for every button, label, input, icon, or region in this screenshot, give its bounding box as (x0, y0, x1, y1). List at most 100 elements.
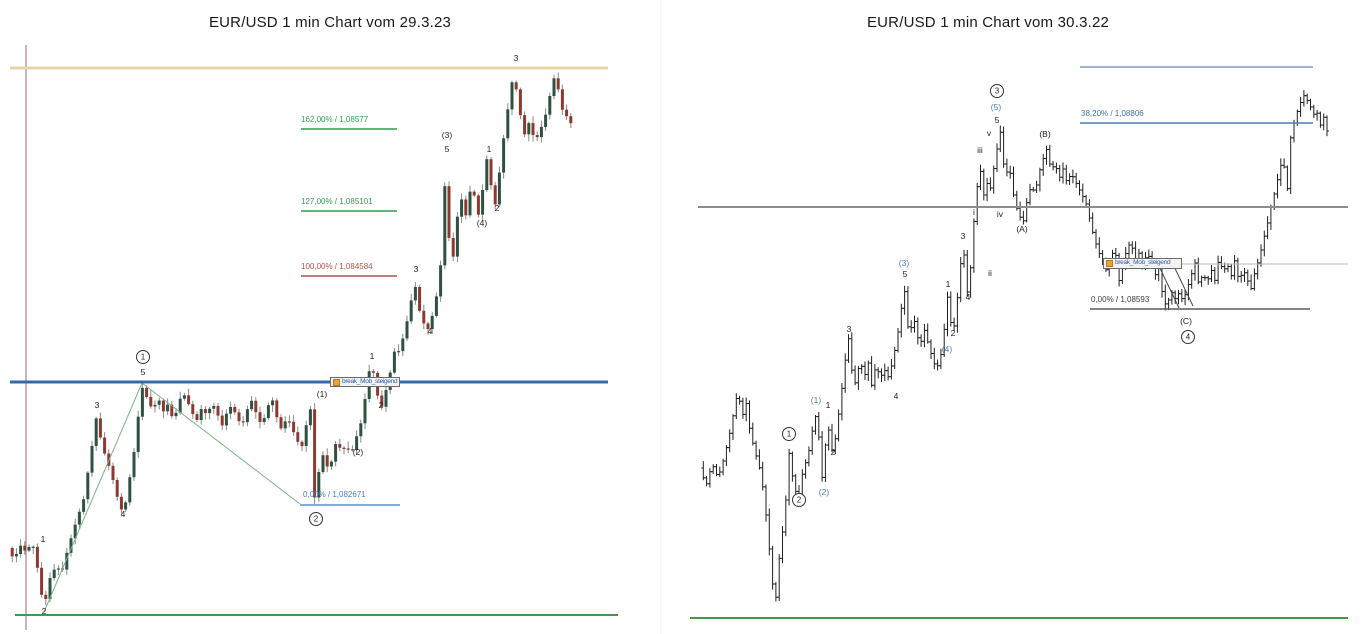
wave-label: 1 (787, 430, 792, 439)
candle (14, 548, 18, 563)
ohlc-bar (1021, 210, 1026, 225)
candle (44, 590, 48, 606)
candle (443, 182, 447, 270)
ohlc-bar (859, 364, 864, 374)
candle (552, 74, 556, 100)
ohlc-bar (1196, 257, 1201, 285)
candle (153, 400, 157, 413)
ohlc-bar (813, 414, 818, 435)
ohlc-bar (1212, 267, 1217, 285)
candle (565, 104, 569, 120)
candle (397, 344, 401, 357)
ohlc-bar (806, 446, 811, 467)
ohlc-bar (810, 426, 815, 455)
candle (111, 462, 115, 485)
fib-127-price-label: 127,00% / 1,085101 (301, 197, 373, 206)
ohlc-bar (757, 449, 762, 470)
wave-label: 4 (428, 326, 433, 336)
wave-label-circle (990, 84, 1004, 98)
ohlc-bar (754, 440, 759, 460)
wave-label: 4 (121, 509, 126, 519)
candle (527, 121, 531, 142)
ohlc-bar (925, 323, 930, 344)
fib-0-price-label: 0,00% / 1,082671 (303, 490, 366, 499)
wave-label: 4 (894, 391, 899, 401)
ohlc-bar (971, 218, 976, 273)
candle (439, 260, 443, 302)
candle (426, 321, 430, 335)
candle (233, 403, 237, 415)
ohlc-bar (1229, 263, 1234, 280)
candle (283, 416, 287, 433)
ohlc-bar (889, 358, 894, 380)
break-alert-box: break_Mob_steigend (330, 377, 400, 387)
candle (241, 415, 245, 427)
candle (287, 415, 291, 428)
ohlc-bar (912, 315, 917, 333)
candle (413, 282, 417, 305)
candle (485, 155, 489, 193)
candle (317, 468, 321, 502)
ohlc-bar (1252, 268, 1257, 291)
candle (308, 405, 312, 431)
candle (548, 92, 552, 120)
candle (119, 493, 123, 514)
ohlc-bar (1008, 165, 1013, 179)
candle (405, 315, 409, 341)
ohlc-bar (1031, 187, 1036, 192)
ohlc-bar (853, 365, 858, 386)
wave-label: 2 (42, 606, 47, 616)
candle (166, 398, 170, 416)
ohlc-bar (1179, 288, 1184, 303)
fib-100-price-label: 100,00% / 1,084584 (301, 262, 373, 271)
candle (157, 397, 161, 410)
candle (19, 539, 23, 558)
ohlc-bar (707, 468, 712, 488)
ohlc-bar (1061, 162, 1065, 184)
candle (342, 446, 346, 455)
candle (493, 182, 497, 210)
ohlc-bar (915, 317, 920, 345)
candle (254, 397, 258, 419)
ohlc-bar (1216, 255, 1221, 285)
wave-label: (2) (819, 487, 830, 497)
candle (472, 189, 476, 198)
ohlc-bar (1325, 115, 1329, 137)
candle (292, 415, 296, 436)
candle (103, 432, 107, 456)
wave-label: (3) (442, 130, 453, 140)
wave-label: (B) (1039, 129, 1051, 139)
candle (502, 134, 506, 179)
candle (275, 398, 279, 423)
ohlc-bar (1041, 153, 1046, 176)
candle (191, 400, 195, 420)
candle (535, 131, 539, 142)
break-alert-text: break_Mob_steigend (342, 377, 398, 385)
candle (271, 397, 275, 413)
candle (124, 500, 128, 513)
candle (334, 440, 338, 467)
ohlc-bar (731, 414, 735, 440)
ohlc-bar (740, 397, 745, 419)
candle (481, 184, 485, 222)
wave-label: (A) (1016, 224, 1028, 234)
candle (510, 80, 514, 116)
candle (523, 111, 527, 138)
ohlc-bar (1044, 145, 1049, 165)
candle (208, 406, 212, 420)
candle (56, 565, 60, 575)
alert-icon (1106, 260, 1113, 267)
right-chart-title: EUR/USD 1 min Chart vom 30.3.22 (866, 14, 1110, 31)
wave-label: 1 (370, 351, 375, 361)
candle (52, 563, 56, 581)
ohlc-bar (787, 448, 792, 506)
ohlc-bar (1278, 158, 1283, 187)
candle (128, 474, 132, 506)
ohlc-bar (773, 582, 778, 602)
ohlc-bar (1232, 254, 1237, 280)
ohlc-bar (816, 412, 821, 441)
ohlc-bar (929, 339, 933, 359)
candle (384, 384, 388, 413)
candle (544, 108, 548, 131)
candle (346, 441, 350, 454)
